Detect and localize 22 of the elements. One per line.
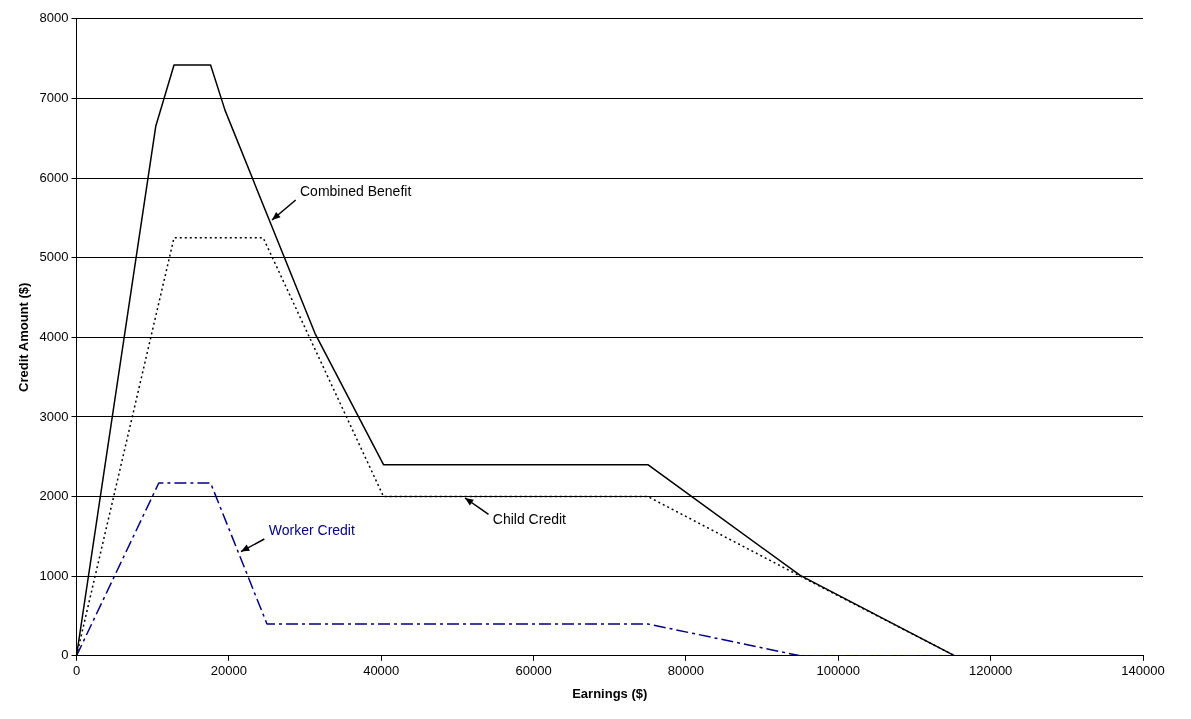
y-tick-label: 2000 [39, 488, 69, 504]
x-tick-label: 80000 [667, 663, 705, 679]
x-tick-label: 40000 [363, 663, 400, 679]
y-tick-label: 8000 [39, 10, 69, 26]
y-tick-label: 6000 [39, 169, 69, 185]
y-tick-label: 5000 [39, 249, 69, 265]
text: Combined Benefit [300, 182, 412, 199]
y-tick-label: 4000 [39, 328, 69, 344]
text: Worker Credit [268, 522, 355, 539]
y-tick-label: 3000 [39, 408, 69, 424]
x-tick-label: 120000 [968, 663, 1013, 679]
y-tick-label: 1000 [39, 567, 69, 583]
x-tick-label: 20000 [210, 663, 247, 679]
x-tick-label: 100000 [816, 663, 860, 679]
x-axis-title: Earnings ($) [572, 685, 648, 701]
series-label: Child Credit [492, 511, 567, 528]
x-tick-label: 140000 [1121, 663, 1165, 679]
y-axis-title: Credit Amount ($) [16, 282, 32, 392]
x-tick-label: 0 [72, 663, 81, 679]
y-tick-label: 0 [61, 647, 69, 663]
y-tick-label: 7000 [39, 90, 69, 105]
x-tick-label: 60000 [515, 663, 552, 679]
